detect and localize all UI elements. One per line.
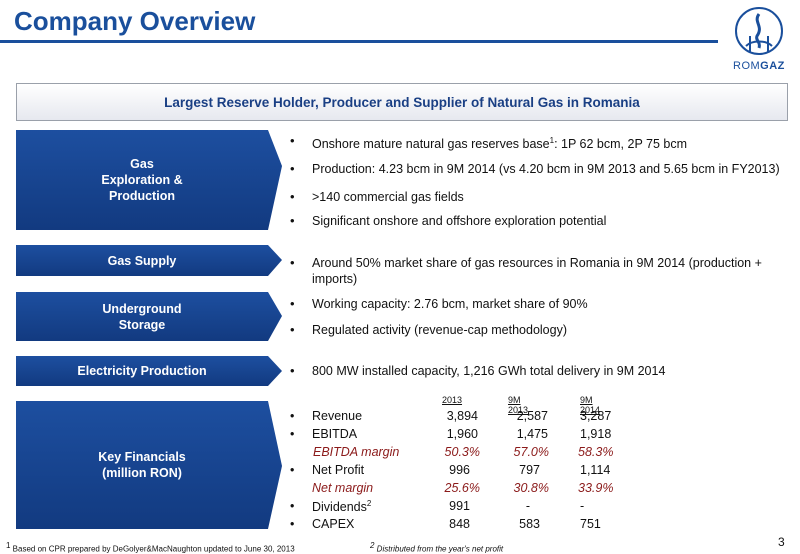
cell-value: 583: [519, 517, 540, 531]
column-header: 9M 2013: [508, 395, 529, 415]
cell-value: 797: [519, 463, 540, 477]
row-label: EBITDA margin: [313, 445, 400, 459]
row-label: Net margin: [312, 481, 374, 495]
cell-value: 848: [449, 517, 470, 531]
bullet-glyph: •: [290, 161, 295, 176]
table-row: Net margin 25.6% 30.8% 33.9%: [290, 481, 650, 497]
cell-value: 50.3%: [444, 445, 480, 459]
footnotes: 1 Based on CPR prepared by DeGolyer&MacN…: [0, 537, 800, 554]
cell-value: 57.0%: [513, 445, 549, 459]
row-label: Revenue: [312, 409, 363, 423]
title-rule: [0, 40, 718, 43]
bullet-glyph: •: [290, 427, 295, 441]
footnote-1: 1 Based on CPR prepared by DeGolyer&MacN…: [6, 541, 295, 554]
cell-value: 751: [580, 517, 601, 531]
footnote-2: 2 Distributed from the year's net profit: [370, 541, 504, 554]
page-number: 3: [778, 535, 785, 549]
cell-value: 1,475: [516, 427, 548, 441]
cell-value: 1,114: [580, 463, 611, 477]
table-row: • Revenue 3,894 2,587 3,287: [290, 409, 650, 425]
bullet-glyph: •: [290, 409, 295, 423]
table-row: EBITDA margin 50.3% 57.0% 58.3%: [290, 445, 650, 461]
bullet-glyph: •: [290, 322, 295, 337]
bullet-glyph: •: [290, 463, 295, 477]
bullet-item: • Working capacity: 2.76 bcm, market sha…: [290, 296, 588, 311]
cell-value: 1,960: [446, 427, 478, 441]
column-header: 9M 2014: [580, 395, 601, 415]
bullet-glyph: •: [290, 189, 295, 204]
cell-value: 33.9%: [578, 481, 614, 495]
logo-wordmark: ROMGAZ: [733, 60, 785, 72]
cell-value: 3,894: [446, 409, 478, 423]
segment-electricity: Electricity Production: [77, 364, 207, 378]
page-title: Company Overview: [14, 6, 256, 36]
cell-value: 25.6%: [444, 481, 480, 495]
headline-banner: Largest Reserve Holder, Producer and Sup…: [16, 83, 788, 121]
bullet-glyph: •: [290, 255, 295, 270]
bullet-item: • >140 commercial gas fields: [290, 189, 464, 204]
bullet-glyph: •: [290, 517, 295, 531]
bullet-item: • Regulated activity (revenue-cap method…: [290, 322, 567, 337]
row-label: CAPEX: [312, 517, 355, 531]
cell-value: 2,587: [516, 409, 548, 423]
cell-value: 1,918: [580, 427, 612, 441]
table-row: • Net Profit 996 797 1,114: [290, 463, 650, 479]
segment-gas-supply: Gas Supply: [107, 253, 177, 268]
bullet-glyph: •: [290, 363, 295, 378]
romgaz-logo: [735, 7, 783, 55]
row-label: EBITDA: [312, 427, 358, 441]
segment-gas-exploration: Gas Exploration & Production: [101, 157, 183, 203]
cell-value: 30.8%: [513, 481, 549, 495]
cell-value: 996: [449, 463, 470, 477]
bullet-glyph: •: [290, 499, 295, 513]
bullet-glyph: •: [290, 213, 295, 228]
bullet-glyph: •: [290, 296, 295, 311]
cell-value: 3,287: [580, 409, 612, 423]
table-row: • Dividends2 991 - -: [290, 499, 650, 515]
table-row: • CAPEX 848 583 751: [290, 517, 650, 533]
segment-underground-storage: Underground Storage: [102, 301, 182, 332]
bullet-item: • 800 MW installed capacity, 1,216 GWh t…: [290, 363, 666, 378]
cell-value: 58.3%: [578, 445, 614, 459]
cell-value: -: [580, 499, 585, 513]
cell-value: 991: [449, 499, 470, 513]
segment-key-financials: Key Financials (million RON): [98, 450, 186, 480]
bullet-item: • Production: 4.23 bcm in 9M 2014 (vs 4.…: [290, 161, 780, 176]
bullet-glyph: •: [290, 133, 295, 148]
row-label: Dividends2: [312, 499, 372, 515]
column-header: 2013: [442, 395, 463, 405]
cell-value: -: [525, 499, 530, 513]
row-label: Net Profit: [312, 463, 365, 477]
bullet-item: • Onshore mature natural gas reserves ba…: [290, 133, 688, 152]
table-row: • EBITDA 1,960 1,475 1,918: [290, 427, 650, 443]
bullet-item: • Around 50% market share of gas resourc…: [290, 255, 762, 286]
bullet-item: • Significant onshore and offshore explo…: [290, 213, 607, 228]
